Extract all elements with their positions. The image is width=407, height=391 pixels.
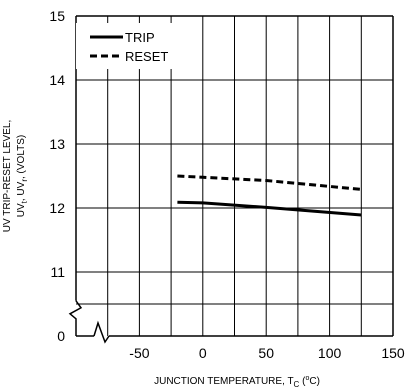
grid [76,16,393,336]
y-tick-label: 15 [49,8,65,24]
y-axis-title-line2: UVt, UVr, (VOLTS) [16,135,29,218]
x-tick-label: 150 [381,345,405,361]
legend-label-reset: RESET [125,49,168,64]
series-line-reset [177,174,362,191]
axes [68,15,394,344]
series-lines [177,174,362,217]
y-tick-label: 13 [49,136,65,152]
y-axis-title-line1: UV TRIP-RESET LEVEL, [2,120,13,232]
y-tick-label: 14 [49,72,65,88]
legend-box [76,23,184,69]
x-tick-label: -50 [129,345,149,361]
legend: TRIP RESET [76,23,184,69]
legend-label-trip: TRIP [125,30,155,45]
y-axis-break [68,300,83,336]
x-axis-break [93,320,110,344]
x-tick-label: 0 [199,345,207,361]
y-tick-label-zero: 0 [57,328,65,344]
x-axis-title: JUNCTION TEMPERATURE, TC (oC) [154,375,320,389]
series-line-trip [177,200,362,217]
x-tick-label: 100 [318,345,342,361]
x-tick-label: 50 [258,345,274,361]
y-tick-label: 12 [49,200,65,216]
y-axis-title: UV TRIP-RESET LEVEL, UVt, UVr, (VOLTS) [2,120,29,232]
y-tick-label: 11 [50,264,65,280]
